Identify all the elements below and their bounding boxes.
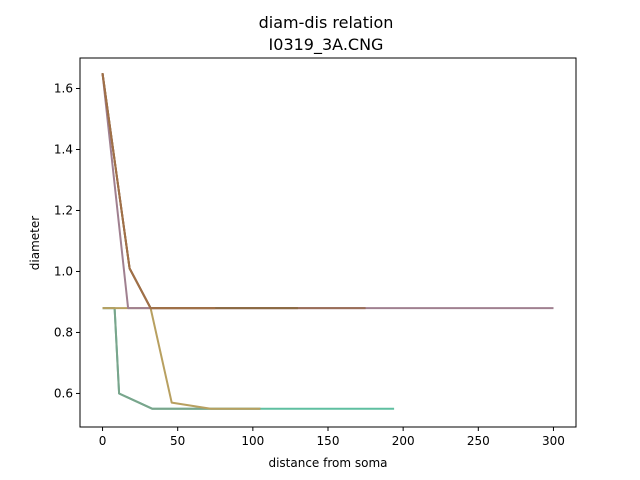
chart-title-line2: I0319_3A.CNG (269, 35, 384, 55)
x-axis-label: distance from soma (268, 456, 387, 470)
y-tick-label-3: 1.2 (54, 203, 73, 217)
y-tick-label-2: 1.0 (54, 264, 73, 278)
y-tick-label-0: 0.6 (54, 386, 73, 400)
x-tick-label-5: 250 (467, 434, 490, 448)
x-tick-label-6: 300 (542, 434, 565, 448)
series-line-1 (102, 307, 395, 410)
y-tick-label-1: 0.8 (54, 325, 73, 339)
x-axis: 0 50 100 150 200 250 300 (99, 427, 565, 448)
series-line-3 (102, 307, 261, 410)
series-line-4 (101, 73, 554, 310)
x-tick-label-0: 0 (99, 434, 107, 448)
series-layer (101, 73, 554, 410)
x-tick-label-4: 200 (392, 434, 415, 448)
y-tick-label-5: 1.6 (54, 81, 73, 95)
series-line-5 (101, 73, 366, 310)
y-tick-label-4: 1.4 (54, 142, 73, 156)
series-line-7 (101, 73, 216, 310)
x-tick-label-1: 50 (170, 434, 185, 448)
y-axis: 0.6 0.8 1.0 1.2 1.4 1.6 (54, 81, 80, 400)
chart-title-line1: diam-dis relation (259, 13, 394, 32)
series-line-2 (102, 307, 261, 410)
x-tick-label-2: 100 (241, 434, 264, 448)
y-axis-label: diameter (28, 216, 42, 270)
x-tick-label-3: 150 (317, 434, 340, 448)
plot-frame (79, 57, 577, 428)
